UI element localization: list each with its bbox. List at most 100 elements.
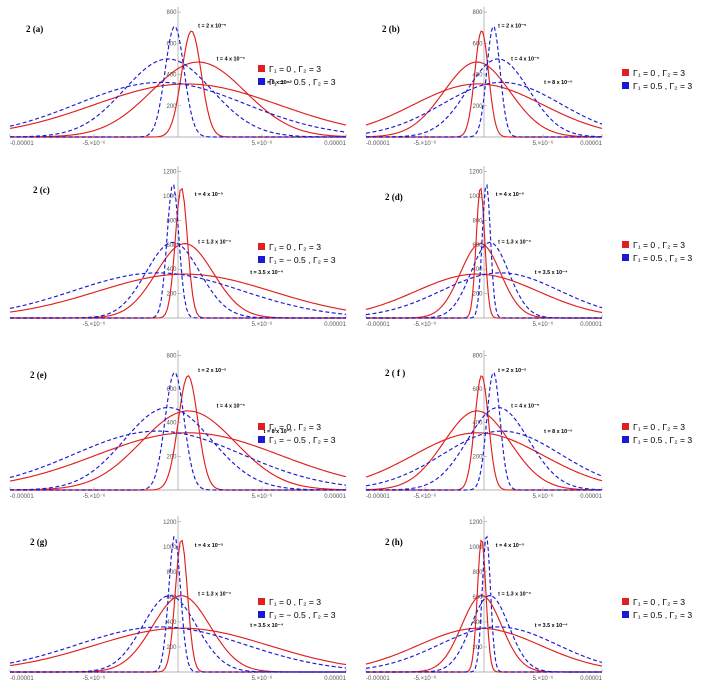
legend-label: Γ₁ = − 0.5 , Γ₂ = 3 bbox=[269, 435, 336, 445]
legend-label: Γ₁ = − 0.5 , Γ₂ = 3 bbox=[269, 77, 336, 87]
y-tick-label: 800 bbox=[472, 218, 483, 224]
panel-label: 2 ( f ) bbox=[385, 368, 405, 378]
time-annotation: t = 3.5 x 10⁻⁴ bbox=[250, 270, 283, 276]
y-tick-label: 200 bbox=[166, 645, 177, 651]
x-tick-label: -0.00001 bbox=[10, 141, 34, 147]
y-tick-label: 1200 bbox=[163, 170, 177, 176]
dashed-series-curve bbox=[365, 81, 603, 134]
dashed-series-curve bbox=[365, 626, 603, 669]
time-annotation: t = 8 x 10⁻⁵ bbox=[264, 429, 293, 435]
x-tick-label: -5.×10⁻⁶ bbox=[83, 675, 106, 682]
x-tick-label: 0.00001 bbox=[324, 322, 346, 328]
time-annotation: t = 4 x 10⁻⁵ bbox=[195, 543, 224, 549]
x-tick-label: 5.×10⁻⁶ bbox=[533, 675, 554, 682]
y-tick-label: 400 bbox=[472, 421, 483, 427]
dashed-series-curve bbox=[365, 272, 603, 316]
dashed-series-curve bbox=[366, 595, 602, 673]
y-tick-label: 200 bbox=[472, 104, 483, 110]
x-tick-label: -0.00001 bbox=[366, 676, 390, 682]
dashed-series-curve bbox=[366, 406, 603, 491]
legend-swatch bbox=[622, 423, 629, 430]
time-annotation: t = 2 x 10⁻⁵ bbox=[198, 368, 227, 374]
solid-series-curve bbox=[365, 410, 603, 491]
x-tick-label: 0.00001 bbox=[324, 676, 346, 682]
y-tick-label: 200 bbox=[472, 645, 483, 651]
panel-label: 2 (a) bbox=[26, 24, 43, 34]
dashed-series-curve bbox=[9, 406, 346, 491]
y-tick-label: 600 bbox=[166, 595, 177, 601]
legend-swatch bbox=[622, 69, 629, 76]
x-tick-label: 5.×10⁻⁶ bbox=[252, 675, 273, 682]
time-annotation: t = 4 x 10⁻⁵ bbox=[511, 404, 540, 410]
x-tick-label: 5.×10⁻⁶ bbox=[252, 140, 273, 147]
legend-label: Γ₁ = 0 , Γ₂ = 3 bbox=[269, 242, 321, 252]
legend-label: Γ₁ = 0.5 , Γ₂ = 3 bbox=[633, 253, 692, 263]
dashed-series-curve bbox=[9, 272, 347, 315]
legend-swatch bbox=[622, 436, 629, 443]
legend-swatch bbox=[258, 78, 265, 85]
legend-swatch bbox=[258, 598, 265, 605]
chart-panel: -0.00001 -5.×10⁻⁶ 5.×10⁻⁶ 0.000012004006008… bbox=[9, 516, 347, 682]
y-tick-label: 600 bbox=[472, 243, 483, 249]
y-tick-label: 200 bbox=[472, 454, 483, 460]
solid-series-curve bbox=[365, 432, 603, 482]
y-tick-label: 800 bbox=[166, 10, 177, 16]
y-tick-label: 600 bbox=[166, 41, 177, 47]
legend-label: Γ₁ = 0 , Γ₂ = 3 bbox=[633, 240, 685, 250]
panel-label: 2 (h) bbox=[385, 537, 403, 547]
panel-label: 2 (b) bbox=[382, 24, 400, 34]
dashed-series-curve bbox=[366, 241, 602, 319]
x-tick-label: -5.×10⁻⁶ bbox=[83, 321, 106, 328]
y-tick-label: 400 bbox=[166, 421, 177, 427]
legend-swatch bbox=[258, 611, 265, 618]
y-tick-label: 200 bbox=[166, 292, 177, 298]
y-tick-label: 800 bbox=[472, 570, 483, 576]
solid-series-curve bbox=[9, 410, 347, 491]
legend-swatch bbox=[622, 82, 629, 89]
legend-swatch bbox=[258, 436, 265, 443]
chart-panel: -0.00001 -5.×10⁻⁶ 5.×10⁻⁶ 0.000012004006008… bbox=[365, 350, 692, 500]
time-annotation: t = 4 x 10⁻⁵ bbox=[496, 192, 525, 198]
y-tick-label: 800 bbox=[472, 353, 483, 359]
time-annotation: t = 2 x 10⁻⁵ bbox=[198, 24, 227, 30]
y-tick-label: 600 bbox=[472, 595, 483, 601]
solid-series-curve bbox=[365, 61, 603, 138]
dashed-series-curve bbox=[366, 371, 602, 491]
time-annotation: t = 1.3 x 10⁻⁴ bbox=[198, 240, 231, 246]
y-tick-label: 400 bbox=[166, 267, 177, 273]
legend-swatch bbox=[622, 611, 629, 618]
legend-label: Γ₁ = 0 , Γ₂ = 3 bbox=[633, 597, 685, 607]
x-tick-label: -5.×10⁻⁶ bbox=[414, 675, 437, 682]
dashed-series-curve bbox=[9, 430, 347, 486]
y-tick-label: 400 bbox=[472, 267, 483, 273]
y-tick-label: 200 bbox=[166, 454, 177, 460]
y-tick-label: 800 bbox=[166, 570, 177, 576]
dashed-series-curve bbox=[365, 430, 603, 487]
y-tick-label: 1200 bbox=[469, 520, 483, 526]
dashed-series-curve bbox=[9, 58, 346, 138]
y-tick-label: 1000 bbox=[163, 545, 177, 551]
y-tick-label: 400 bbox=[166, 73, 177, 79]
y-tick-label: 800 bbox=[472, 10, 483, 16]
x-tick-label: 0.00001 bbox=[580, 141, 602, 147]
chart-panel: -0.00001 -5.×10⁻⁶ 5.×10⁻⁶ 0.000012004006008… bbox=[365, 516, 692, 682]
time-annotation: t = 4 x 10⁻⁵ bbox=[195, 192, 224, 198]
x-tick-label: 5.×10⁻⁶ bbox=[533, 321, 554, 328]
x-tick-label: 5.×10⁻⁶ bbox=[533, 140, 554, 147]
x-tick-label: -0.00001 bbox=[10, 494, 34, 500]
time-annotation: t = 4 x 10⁻⁵ bbox=[217, 57, 246, 63]
y-tick-label: 400 bbox=[472, 73, 483, 79]
time-annotation: t = 8 x 10⁻⁵ bbox=[544, 80, 573, 86]
x-tick-label: -5.×10⁻⁶ bbox=[414, 493, 437, 500]
x-tick-label: 5.×10⁻⁶ bbox=[533, 493, 554, 500]
time-annotation: t = 3.5 x 10⁻⁴ bbox=[535, 270, 568, 276]
panel-label: 2 (e) bbox=[30, 370, 47, 380]
legend-swatch bbox=[622, 254, 629, 261]
x-tick-label: 5.×10⁻⁶ bbox=[252, 321, 273, 328]
x-tick-label: -5.×10⁻⁶ bbox=[414, 140, 437, 147]
y-tick-label: 600 bbox=[166, 243, 177, 249]
dashed-series-curve bbox=[10, 371, 346, 491]
time-annotation: t = 4 x 10⁻⁵ bbox=[217, 404, 246, 410]
time-annotation: t = 8 x 10⁻⁵ bbox=[264, 80, 293, 86]
